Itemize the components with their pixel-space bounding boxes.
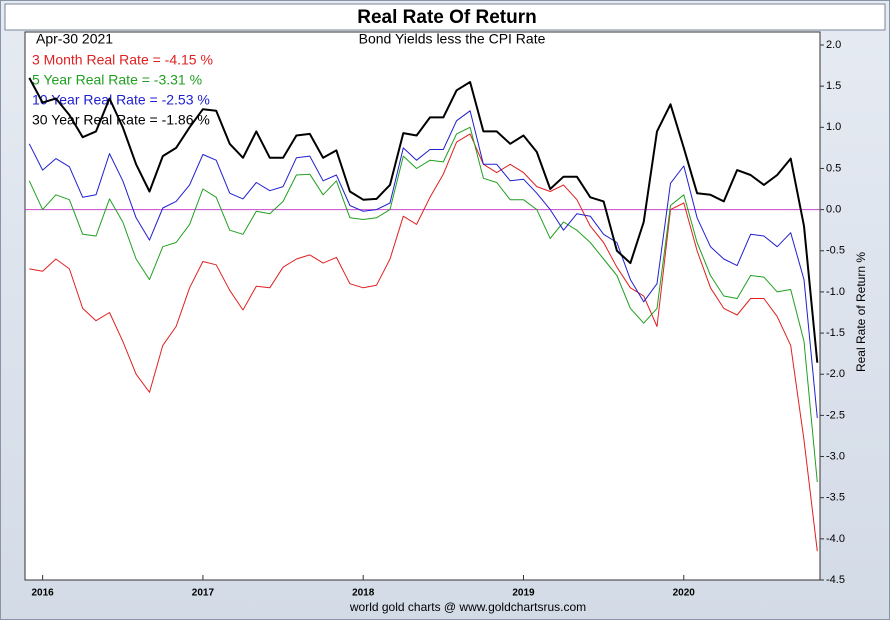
footer: world gold charts @ www.goldchartsrus.co… [349, 600, 586, 614]
y-tick-label: 1.0 [826, 121, 841, 133]
y-tick-label: -1.5 [826, 327, 845, 339]
x-tick-label: 2018 [352, 588, 375, 599]
series-line [28, 77, 819, 363]
legend-entry: 30 Year Real Rate = -1.86 % [32, 112, 210, 128]
chart-title: Real Rate Of Return [357, 7, 536, 28]
y-tick-label: -3.0 [826, 450, 845, 462]
y-tick-label: 2.0 [826, 39, 841, 51]
series-line [28, 110, 818, 418]
date-label: Apr-30 2021 [36, 31, 113, 47]
plot-area [24, 31, 821, 581]
series-line [29, 133, 818, 552]
x-tick-label: 2016 [32, 588, 55, 599]
y-tick-label: -0.5 [826, 245, 845, 257]
series-line [28, 126, 818, 483]
y-tick-label: -1.0 [826, 286, 845, 298]
y-tick-label: -2.5 [826, 409, 845, 421]
y-tick-label: -2.0 [826, 368, 845, 380]
x-tick-label: 2019 [512, 588, 535, 599]
y-axis-label: Real Rate of Return % [854, 252, 868, 372]
y-tick-label: 1.5 [826, 80, 841, 92]
y-tick-label: 0.0 [826, 204, 841, 216]
legend-entry: 5 Year Real Rate = -3.31 % [32, 72, 202, 88]
y-tick-label: -4.5 [826, 574, 845, 586]
title-box [4, 3, 886, 31]
y-tick-label: -3.5 [826, 492, 845, 504]
y-tick-label: -4.0 [826, 533, 845, 545]
subtitle: Bond Yields less the CPI Rate [359, 31, 546, 47]
legend-entry: 3 Month Real Rate = -4.15 % [32, 52, 213, 68]
legend-entry: 10 Year Real Rate = -2.53 % [32, 92, 210, 108]
x-tick-label: 2020 [673, 588, 696, 599]
x-tick-label: 2017 [192, 588, 215, 599]
y-tick-label: 0.5 [826, 162, 841, 174]
